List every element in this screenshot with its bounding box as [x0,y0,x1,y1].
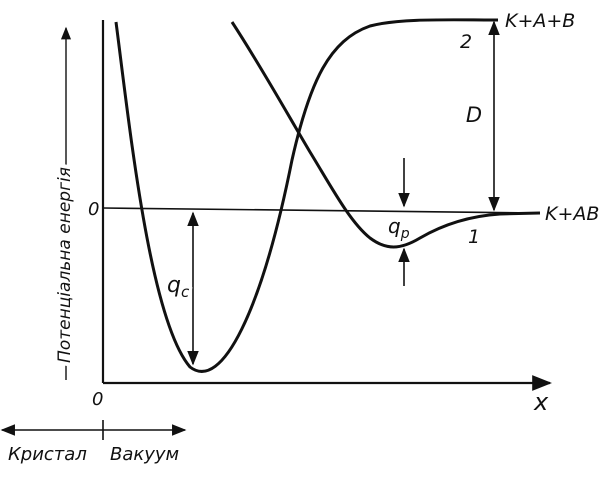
curve-2-end-label: K+A+B [505,10,575,32]
zero-line [102,207,541,214]
y-axis-label: Потенціальна енергія [55,167,75,363]
curve-1-label: 1 [468,226,480,248]
crystal-label: Кристал [8,444,87,465]
x-axis-label: x [533,388,549,416]
y-zero-label: 0 [88,199,99,220]
qp-label: qp [388,214,410,242]
qc-label: qc [167,273,190,301]
vacuum-label: Вакуум [110,444,179,465]
d-label: D [466,103,482,127]
curve-2 [114,18,499,373]
curve-1-end-label: K+AB [545,203,599,225]
curve-1 [230,21,541,249]
x-origin-label: 0 [92,389,103,410]
curve-2-label: 2 [460,31,472,53]
